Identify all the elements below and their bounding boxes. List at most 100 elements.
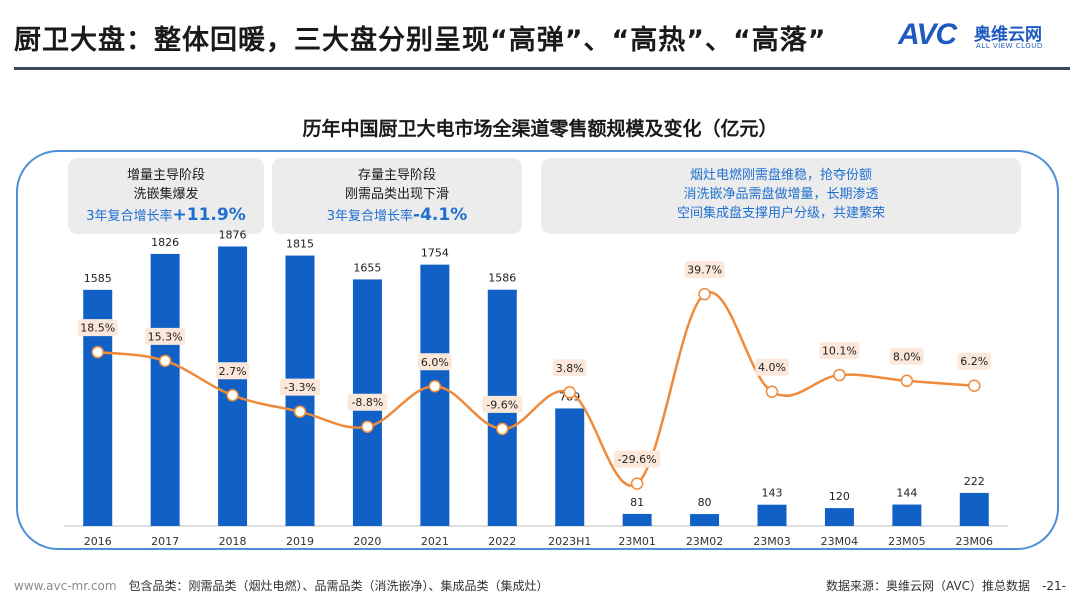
bar-value-label: 80 [698,496,712,509]
growth-label-bg [77,319,118,337]
x-tick-label: 2017 [151,535,179,548]
growth-point [833,368,846,382]
x-tick-label: 2022 [488,535,516,548]
logo-english-name: ALL VIEW CLOUD [976,42,1043,50]
bar-value-label: 1876 [219,228,247,241]
bar-value-label: 1655 [353,261,381,274]
avc-logo: AVC 奥维云网 ALL VIEW CLOUD [898,18,1068,58]
growth-label: 6.2% [960,355,988,368]
stage-panel-subheading: 洗嵌集爆发 [133,187,199,202]
growth-label-bg [482,395,523,413]
growth-label-bg [890,347,924,365]
bar-23M03 [757,504,787,526]
x-tick-label: 23M01 [618,535,656,548]
bar-23M01 [622,513,652,526]
growth-point [226,389,239,402]
stage-panel-stock: 存量主导阶段 刚需品类出现下滑 3年复合增长率-4.1% [272,158,522,234]
growth-point [630,477,644,490]
growth-point [91,345,104,359]
growth-point [765,385,779,398]
cagr-text: 3年复合增长率-4.1% [326,205,468,225]
growth-label: 8.0% [893,350,921,363]
growth-point [698,287,711,301]
outlook-line-3: 空间集成盘支撑用户分级，共建繁荣 [676,206,885,221]
growth-label-bg [418,353,452,371]
bar-23M04 [824,508,854,526]
bar-23M05 [892,504,922,526]
stage-panel-outlook: 烟灶电燃刚需盘维稳，抢夺份额 消洗嵌净品需盘做增量，长期渗透 空间集成盘支撑用户… [541,158,1021,234]
bar-value-label: 1826 [151,236,179,249]
chart-frame [16,150,1059,550]
growth-label: -8.8% [351,396,383,409]
logo-mark: AVC [898,18,957,51]
footer-note: 包含品类：刚需品类（烟灶电燃）、品需品类（消洗嵌净）、集成品类（集成灶） [128,579,549,593]
growth-point [293,405,307,418]
bar-value-label: 1586 [488,272,516,285]
growth-point [428,380,442,393]
x-tick-label: 2023H1 [548,535,591,548]
growth-label: 4.0% [758,361,786,374]
growth-point [361,420,374,433]
growth-label: -3.3% [284,381,316,394]
growth-label-bg [347,393,388,411]
growth-label-bg [552,359,587,377]
x-tick-label: 2021 [421,535,449,548]
growth-point [968,379,981,392]
growth-label-bg [819,342,860,360]
bar-23M02 [690,514,720,526]
growth-point [900,374,914,388]
x-tick-label: 2018 [219,535,247,548]
bar-2021 [420,264,450,526]
stage-panel-subheading: 刚需品类出现下滑 [344,187,449,202]
growth-label-bg [145,327,186,345]
bar-value-label: 1585 [84,272,112,285]
stage-panel-heading: 存量主导阶段 [357,168,436,183]
stage-panel-growth: 增量主导阶段 洗嵌集爆发 3年复合增长率+11.9% [68,158,264,234]
outlook-line-2: 消洗嵌净品需盘做增量，长期渗透 [683,187,879,202]
x-tick-label: 23M05 [888,535,926,548]
x-tick-label: 23M06 [956,535,994,548]
growth-label: 15.3% [148,330,183,343]
x-tick-label: 2020 [353,535,381,548]
growth-point [496,422,509,436]
growth-label: 18.5% [80,322,115,335]
bar-value-label: 143 [762,487,783,500]
title-divider [14,67,1070,70]
growth-label-bg [613,450,661,468]
stage-panel-heading: 增量主导阶段 [126,168,205,183]
growth-label: 2.7% [219,365,247,378]
growth-label: 3.8% [556,362,584,375]
bar-2023H1 [555,408,585,526]
bar-2017 [150,253,180,526]
growth-label-bg [755,358,789,376]
bar-value-label: 81 [630,496,644,509]
growth-label: 6.0% [421,356,449,369]
logo-chinese-name: 奥维云网 [974,25,1042,45]
growth-label-bg [280,378,320,396]
bar-value-label: 120 [829,490,850,503]
growth-point [563,386,576,399]
x-tick-label: 23M02 [686,535,724,548]
growth-label: 39.7% [687,264,722,277]
growth-label: -29.6% [618,453,657,466]
growth-label: -9.6% [486,398,518,411]
cagr-text: 3年复合增长率+11.9% [86,205,246,225]
page-number: -21- [1042,579,1066,593]
outlook-line-1: 烟灶电燃刚需盘维稳，抢夺份额 [689,168,872,183]
growth-label-bg [215,362,250,380]
footer-left: www.avc-mr.com 包含品类：刚需品类（烟灶电燃）、品需品类（消洗嵌净）… [14,577,549,594]
growth-label-bg [957,352,992,370]
bar-value-label: 1754 [421,247,449,260]
chart-title: 历年中国厨卫大电市场全渠道零售额规模及变化（亿元） [302,118,778,140]
bar-23M06 [959,492,989,526]
bar-value-label: 1815 [286,238,314,251]
bar-2018 [218,246,248,526]
x-tick-label: 23M03 [753,535,791,548]
footer-url[interactable]: www.avc-mr.com [14,579,117,593]
x-tick-label: 2016 [84,535,112,548]
bar-value-label: 144 [896,487,917,500]
x-tick-label: 2019 [286,535,314,548]
growth-label: 10.1% [822,345,857,358]
page-title: 厨卫大盘：整体回暖，三大盘分别呈现“高弹”、“高热”、“高落” [14,25,827,56]
